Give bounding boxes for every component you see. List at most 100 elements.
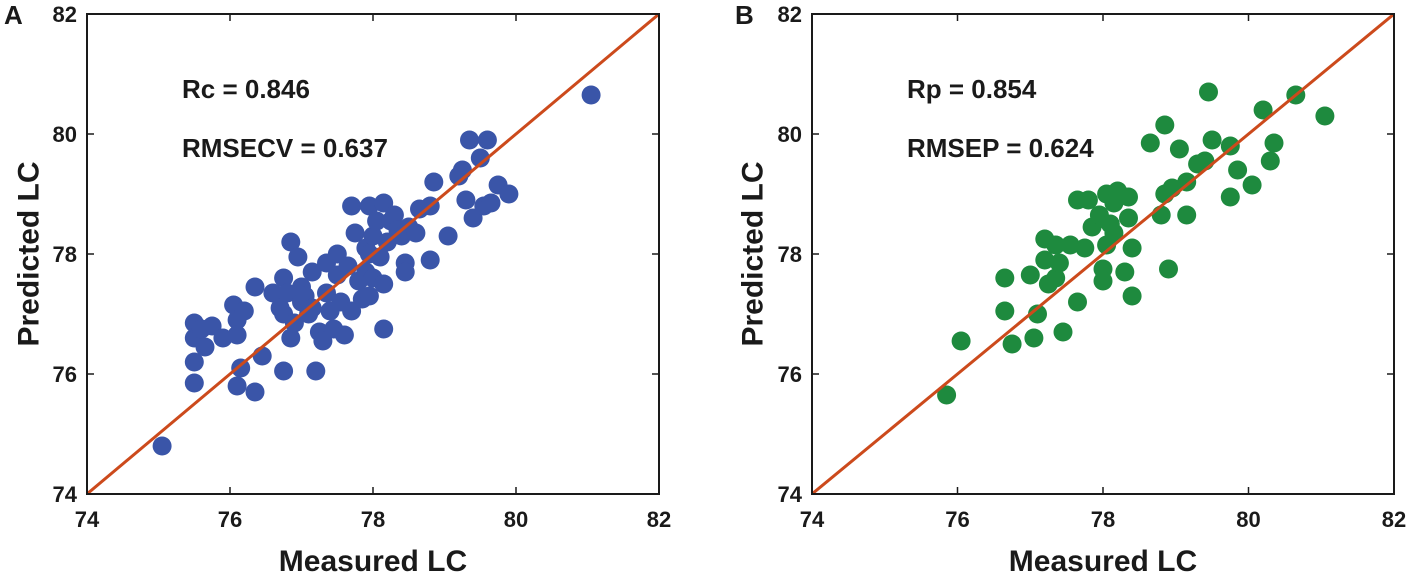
panel-b-data-point-5	[1020, 265, 1040, 285]
panel-b-label: B	[735, 0, 754, 30]
panel-a-reference-line	[87, 14, 659, 494]
panel-a: 74 76 78 80 82 74 76 78 80 82 A Measured LC Predi…	[4, 0, 671, 578]
panel-b-data-point-54	[1264, 133, 1284, 153]
panel-b-data-point-18	[1075, 238, 1095, 258]
panel-b-data-point-45	[1195, 151, 1215, 171]
panel-a-data-point-23	[277, 283, 297, 303]
panel-b-ticks: 74 76 78 80 82 74 76 78 80 82	[778, 2, 1407, 532]
panel-b-data-point-11	[1046, 268, 1066, 288]
panel-b-rmsep-annotation: RMSEP = 0.624	[907, 133, 1094, 163]
panel-a-data-point-58	[367, 211, 387, 231]
panel-a-data-point-46	[342, 196, 362, 216]
panel-a-data-point-55	[359, 286, 379, 306]
panel-a-data-point-71	[406, 223, 426, 243]
panel-a-data-point-80	[460, 130, 479, 150]
panel-b-x-tick-label-76: 76	[945, 507, 969, 532]
panel-b-y-tick-label-80: 80	[778, 122, 802, 147]
panel-b-data-point-35	[1140, 133, 1160, 153]
panel-b-plot-area	[812, 14, 1394, 494]
panel-b-data-point-51	[1242, 175, 1262, 195]
panel-a-x-tick-label-78: 78	[361, 507, 385, 532]
panel-a-data-point-74	[420, 250, 440, 270]
panel-a-label: A	[4, 0, 23, 30]
panel-b: 74 76 78 80 82 74 76 78 80 82 B Measured LC Predi…	[735, 0, 1406, 578]
panel-b-data-point-34	[1122, 238, 1142, 258]
panel-a-data-point-15	[245, 382, 265, 402]
panel-a-plot-area	[87, 14, 659, 494]
panel-a-data-point-85	[481, 193, 501, 213]
panel-b-data-point-39	[1159, 259, 1178, 279]
panel-b-data-point-1	[951, 331, 971, 351]
panel-b-data-point-0	[937, 385, 957, 405]
panel-b-y-tick-label-78: 78	[778, 242, 802, 267]
panel-a-data-point-25	[281, 328, 301, 348]
panel-a-data-point-1	[184, 373, 204, 393]
panel-b-data-point-2	[995, 301, 1015, 321]
panel-a-data-point-6	[195, 337, 215, 357]
panel-a-x-tick-label-80: 80	[504, 507, 528, 532]
panel-a-rmsecv-annotation: RMSECV = 0.637	[182, 133, 388, 163]
panel-b-data-point-47	[1202, 130, 1222, 150]
panel-b-data-point-50	[1228, 160, 1248, 180]
panel-b-x-axis-label: Measured LC	[1009, 545, 1197, 578]
panel-a-data-point-26	[284, 313, 304, 333]
panel-b-y-tick-label-82: 82	[778, 2, 802, 27]
panel-a-rc-annotation: Rc = 0.846	[182, 74, 310, 104]
panel-a-y-tick-label-74: 74	[53, 482, 78, 507]
panel-a-data-point-44	[334, 325, 354, 345]
panel-a-data-point-61	[374, 274, 394, 294]
panel-b-data-point-46	[1199, 82, 1218, 102]
panel-a-data-point-18	[263, 283, 283, 303]
panel-b-data-point-42	[1177, 205, 1197, 225]
panel-a-data-point-17	[252, 346, 272, 366]
panel-a-data-point-56	[363, 226, 383, 246]
panel-a-data-point-78	[452, 160, 472, 180]
panel-a-y-tick-label-82: 82	[53, 2, 77, 27]
panel-b-data-point-7	[1028, 304, 1047, 324]
panel-a-x-axis-label: Measured LC	[279, 545, 467, 578]
panel-b-data-point-32	[1119, 208, 1138, 228]
panel-a-x-tick-label-82: 82	[647, 507, 671, 532]
panel-b-data-point-23	[1093, 271, 1113, 291]
panel-b-x-tick-label-74: 74	[800, 507, 825, 532]
panel-a-data-point-79	[456, 190, 476, 210]
panel-b-data-point-56	[1315, 106, 1335, 126]
panel-a-data-point-22	[274, 361, 294, 381]
panel-a-data-point-24	[281, 232, 301, 252]
panel-a-y-tick-label-80: 80	[53, 122, 77, 147]
panel-b-data-point-41	[1169, 139, 1189, 159]
panel-a-data-point-2	[184, 352, 204, 372]
panel-b-data-point-4	[1002, 334, 1022, 354]
panel-a-data-point-14	[231, 358, 251, 378]
panel-b-data-point-19	[1078, 190, 1098, 210]
panel-a-data-point-12	[234, 301, 254, 321]
panel-b-x-tick-label-78: 78	[1091, 507, 1115, 532]
panel-a-data-point-27	[288, 247, 308, 267]
panel-b-data-point-53	[1260, 151, 1280, 171]
panel-a-data-point-33	[302, 298, 322, 318]
panel-a-data-point-13	[227, 376, 247, 396]
panel-b-data-point-49	[1220, 187, 1240, 207]
panel-b-x-tick-label-80: 80	[1236, 507, 1260, 532]
panel-b-data-point-36	[1151, 205, 1171, 225]
panel-a-x-tick-label-74: 74	[75, 507, 100, 532]
panel-b-data-point-12	[1046, 235, 1066, 255]
panel-a-data-point-20	[274, 268, 294, 288]
panel-a-data-point-69	[395, 262, 415, 282]
panel-a-y-tick-label-76: 76	[53, 362, 77, 387]
panel-a-data-point-76	[438, 226, 458, 246]
panel-a-data-point-84	[477, 130, 497, 150]
panel-a-data-point-88	[581, 85, 601, 105]
panel-b-data-point-43	[1177, 172, 1197, 192]
panel-b-y-tick-label-76: 76	[778, 362, 802, 387]
panel-b-data-point-37	[1155, 115, 1175, 135]
panel-b-y-tick-label-74: 74	[778, 482, 803, 507]
panel-b-data-point-13	[1049, 253, 1069, 273]
panel-a-y-tick-label-78: 78	[53, 242, 77, 267]
panel-b-data-point-52	[1253, 100, 1273, 120]
panel-b-data-point-15	[1060, 235, 1080, 255]
panel-b-data-point-6	[1024, 328, 1044, 348]
panel-a-data-point-11	[227, 325, 247, 345]
